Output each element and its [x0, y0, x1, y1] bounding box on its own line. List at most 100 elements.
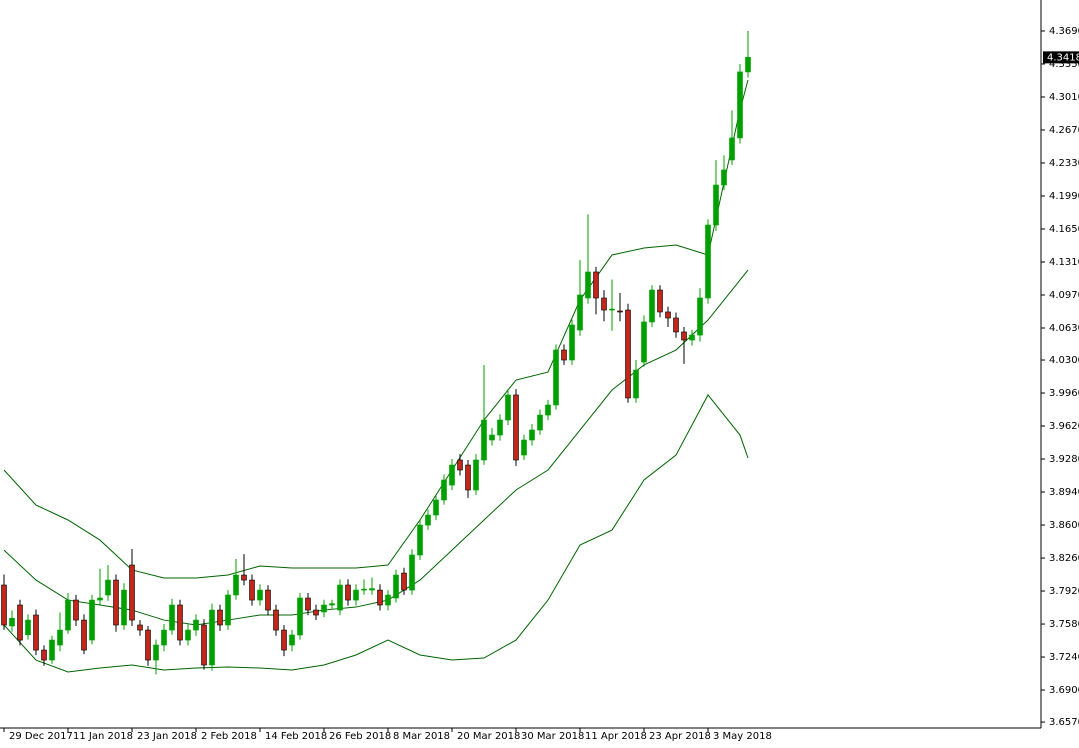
- y-tick-label: 4.1990: [1049, 191, 1079, 202]
- candle-body: [473, 459, 479, 491]
- candle-body: [257, 589, 263, 601]
- y-tick-label: 3.8600: [1049, 520, 1079, 531]
- candle-body: [441, 479, 447, 501]
- y-tick-label: 4.3690: [1049, 26, 1079, 37]
- candle-body: [321, 604, 327, 613]
- candle-body: [49, 639, 55, 661]
- y-tick-label: 3.6900: [1049, 685, 1079, 696]
- candle-body: [249, 579, 255, 601]
- x-tick-label: 23 Jan 2018: [137, 731, 197, 742]
- candle-body: [625, 309, 631, 399]
- candle-body: [617, 310, 623, 313]
- candle-body: [697, 297, 703, 336]
- candle-body: [289, 634, 295, 646]
- candle-body: [337, 584, 343, 611]
- candle-body: [225, 594, 231, 626]
- candle-body: [513, 394, 519, 461]
- y-tick-label: 4.2330: [1049, 158, 1079, 169]
- candle-body: [393, 574, 399, 599]
- candle-body: [361, 588, 367, 591]
- candle-body: [729, 137, 735, 161]
- candle-body: [1, 584, 7, 626]
- candle-body: [377, 589, 383, 606]
- x-tick-label: 2 Feb 2018: [201, 731, 257, 742]
- candle-body: [345, 584, 351, 601]
- candle-body: [121, 589, 127, 626]
- candle-body: [409, 554, 415, 591]
- candle-body: [113, 579, 119, 626]
- band-line: [3, 394, 749, 673]
- candle-body: [89, 599, 95, 641]
- candle-body: [705, 224, 711, 299]
- candle-body: [569, 324, 575, 361]
- plot-area: [0, 0, 1041, 728]
- candle-body: [433, 499, 439, 516]
- candle-body: [201, 624, 207, 666]
- candle-body: [681, 331, 687, 341]
- candle-body: [25, 619, 31, 636]
- candle-body: [721, 169, 727, 186]
- y-tick-label: 3.7920: [1049, 586, 1079, 597]
- x-tick-label: 29 Dec 2017: [9, 731, 73, 742]
- last-price-box: [1043, 51, 1079, 64]
- candle-body: [169, 604, 175, 631]
- candle-body: [129, 564, 135, 621]
- candle-body: [585, 271, 591, 299]
- candle-body: [369, 588, 375, 591]
- candle-body: [521, 439, 527, 456]
- candle-body: [593, 271, 599, 299]
- candle-body: [97, 597, 103, 601]
- y-tick-label: 3.9960: [1049, 388, 1079, 399]
- candle-body: [137, 624, 143, 631]
- x-tick-label: 20 Mar 2018: [457, 731, 520, 742]
- candle-body: [649, 289, 655, 323]
- y-tick-label: 4.0300: [1049, 355, 1079, 366]
- candle-body: [105, 579, 111, 596]
- y-tick-label: 4.1310: [1049, 257, 1079, 268]
- candle-body: [145, 629, 151, 661]
- y-tick-label: 3.7580: [1049, 619, 1079, 630]
- candle-body: [481, 419, 487, 461]
- candle-body: [561, 349, 567, 361]
- candle-body: [417, 524, 423, 556]
- candle-body: [329, 603, 335, 606]
- x-tick-label: 14 Feb 2018: [265, 731, 327, 742]
- y-tick-label: 3.8940: [1049, 487, 1079, 498]
- y-tick-label: 3.9620: [1049, 421, 1079, 432]
- candle-body: [185, 629, 191, 641]
- candle-body: [713, 184, 719, 226]
- candle-body: [57, 629, 63, 646]
- y-tick-label: 4.3010: [1049, 92, 1079, 103]
- candle-body: [17, 604, 23, 641]
- candle-body: [193, 619, 199, 631]
- y-tick-label: 3.7240: [1049, 652, 1079, 663]
- candle-body: [209, 609, 215, 666]
- candle-body: [65, 599, 71, 631]
- candle-body: [401, 572, 407, 591]
- x-tick-label: 11 Apr 2018: [585, 731, 647, 742]
- candle-body: [497, 419, 503, 436]
- candle-body: [457, 459, 463, 471]
- candle-body: [425, 514, 431, 526]
- candle-body: [537, 414, 543, 431]
- candle-body: [81, 619, 87, 651]
- candle-body: [689, 334, 695, 341]
- candle-body: [641, 321, 647, 363]
- y-tick-label: 3.6570: [1049, 717, 1079, 728]
- candle-body: [73, 599, 79, 621]
- x-tick-label: 3 May 2018: [713, 731, 772, 742]
- x-tick-label: 26 Feb 2018: [329, 731, 391, 742]
- candle-body: [177, 604, 183, 641]
- candle-body: [465, 464, 471, 491]
- y-tick-label: 4.2670: [1049, 125, 1079, 136]
- candle-body: [217, 609, 223, 626]
- y-tick-label: 4.1650: [1049, 224, 1079, 235]
- y-tick-label: 3.9280: [1049, 454, 1079, 465]
- candle-body: [233, 574, 239, 596]
- candle-body: [665, 311, 671, 319]
- candle-body: [305, 597, 311, 611]
- candle-body: [745, 57, 751, 73]
- candle-body: [281, 629, 287, 651]
- candle-body: [737, 71, 743, 139]
